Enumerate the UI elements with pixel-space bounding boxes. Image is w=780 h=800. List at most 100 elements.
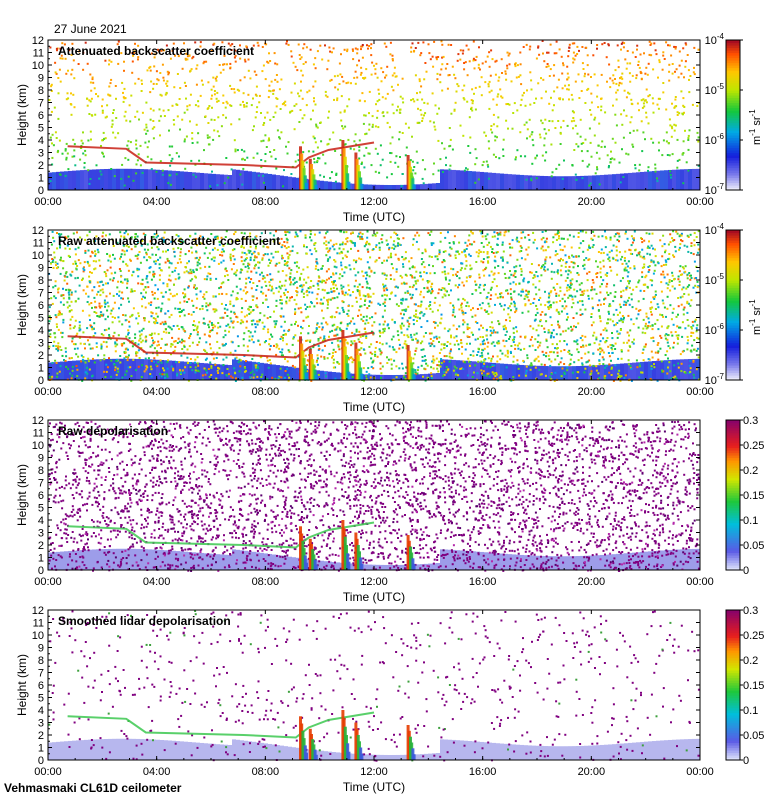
noise-pixel bbox=[488, 305, 491, 308]
boundary-layer-cell bbox=[492, 362, 496, 380]
noise-pixel bbox=[633, 239, 635, 242]
noise-pixel bbox=[186, 356, 189, 359]
noise-pixel bbox=[454, 273, 457, 276]
noise-pixel bbox=[199, 267, 202, 270]
noise-pixel bbox=[572, 255, 575, 258]
noise-pixel bbox=[274, 322, 277, 325]
boundary-layer-cell bbox=[688, 359, 692, 380]
noise-pixel bbox=[681, 153, 684, 156]
plume-column bbox=[412, 184, 416, 190]
noise-pixel bbox=[440, 362, 443, 364]
noise-pixel bbox=[680, 59, 683, 62]
noise-pixel bbox=[495, 372, 498, 375]
noise-pixel bbox=[123, 250, 126, 253]
noise-pixel bbox=[412, 323, 415, 326]
noise-pixel bbox=[195, 175, 197, 178]
noise-pixel bbox=[269, 278, 272, 281]
noise-pixel bbox=[279, 351, 282, 353]
noise-pixel bbox=[264, 116, 266, 119]
noise-pixel bbox=[520, 273, 523, 276]
noise-pixel bbox=[556, 283, 559, 285]
noise-pixel bbox=[66, 282, 69, 285]
noise-pixel bbox=[379, 362, 382, 365]
noise-pixel bbox=[123, 342, 126, 345]
noise-pixel bbox=[197, 100, 200, 103]
boundary-layer-cell bbox=[232, 359, 236, 380]
noise-pixel bbox=[479, 336, 482, 338]
noise-pixel bbox=[184, 58, 187, 61]
noise-pixel bbox=[591, 306, 594, 309]
noise-pixel bbox=[617, 372, 620, 375]
noise-pixel bbox=[209, 273, 212, 275]
noise-pixel bbox=[288, 231, 291, 234]
noise-pixel bbox=[439, 365, 442, 368]
noise-pixel bbox=[432, 65, 435, 68]
noise-pixel bbox=[428, 264, 431, 267]
noise-pixel bbox=[267, 139, 270, 142]
noise-pixel bbox=[667, 44, 669, 47]
noise-pixel bbox=[380, 67, 383, 70]
noise-pixel bbox=[327, 59, 330, 62]
boundary-layer-cell bbox=[64, 361, 68, 380]
noise-pixel bbox=[281, 257, 284, 259]
boundary-layer-cell bbox=[260, 172, 264, 190]
noise-pixel bbox=[626, 331, 629, 334]
noise-pixel bbox=[450, 112, 453, 115]
noise-pixel bbox=[137, 343, 140, 346]
noise-pixel bbox=[268, 84, 271, 87]
noise-pixel bbox=[196, 327, 199, 330]
noise-pixel bbox=[484, 268, 487, 271]
noise-pixel bbox=[479, 68, 481, 71]
noise-pixel bbox=[80, 139, 83, 142]
noise-pixel bbox=[642, 98, 645, 101]
noise-pixel bbox=[101, 241, 104, 244]
noise-pixel bbox=[229, 255, 232, 258]
noise-pixel bbox=[119, 239, 122, 242]
noise-pixel bbox=[361, 44, 364, 46]
noise-pixel bbox=[683, 111, 685, 114]
noise-pixel bbox=[359, 313, 362, 316]
noise-pixel bbox=[619, 258, 622, 261]
noise-pixel bbox=[695, 349, 698, 352]
boundary-layer-cell bbox=[532, 365, 536, 380]
noise-pixel bbox=[137, 153, 140, 156]
noise-pixel bbox=[214, 325, 217, 328]
noise-pixel bbox=[51, 142, 53, 145]
noise-pixel bbox=[194, 287, 197, 290]
noise-pixel bbox=[317, 284, 320, 287]
noise-pixel bbox=[160, 291, 163, 294]
noise-pixel bbox=[365, 277, 368, 280]
noise-pixel bbox=[50, 378, 53, 381]
noise-pixel bbox=[249, 331, 252, 334]
noise-pixel bbox=[162, 240, 165, 243]
noise-pixel bbox=[662, 370, 665, 373]
noise-pixel bbox=[674, 98, 677, 101]
noise-pixel bbox=[279, 295, 282, 298]
noise-pixel bbox=[407, 379, 410, 382]
noise-pixel bbox=[592, 244, 595, 246]
noise-pixel bbox=[689, 233, 692, 236]
noise-pixel bbox=[283, 284, 286, 287]
noise-pixel bbox=[495, 103, 498, 106]
noise-pixel bbox=[510, 273, 513, 276]
noise-pixel bbox=[604, 230, 606, 233]
noise-pixel bbox=[671, 72, 674, 75]
noise-pixel bbox=[239, 79, 242, 82]
noise-pixel bbox=[240, 256, 243, 259]
noise-pixel bbox=[119, 270, 122, 272]
noise-pixel bbox=[273, 320, 276, 323]
noise-pixel bbox=[50, 110, 53, 113]
noise-pixel bbox=[318, 276, 321, 279]
noise-pixel bbox=[68, 289, 71, 292]
noise-pixel bbox=[470, 106, 473, 109]
noise-pixel bbox=[354, 279, 357, 282]
noise-pixel bbox=[645, 66, 648, 69]
noise-pixel bbox=[75, 267, 78, 270]
noise-pixel bbox=[677, 338, 680, 340]
noise-pixel bbox=[95, 235, 98, 238]
noise-pixel bbox=[317, 275, 320, 278]
noise-pixel bbox=[666, 154, 669, 156]
noise-pixel bbox=[222, 244, 225, 247]
noise-pixel bbox=[552, 336, 555, 339]
noise-pixel bbox=[451, 148, 454, 151]
